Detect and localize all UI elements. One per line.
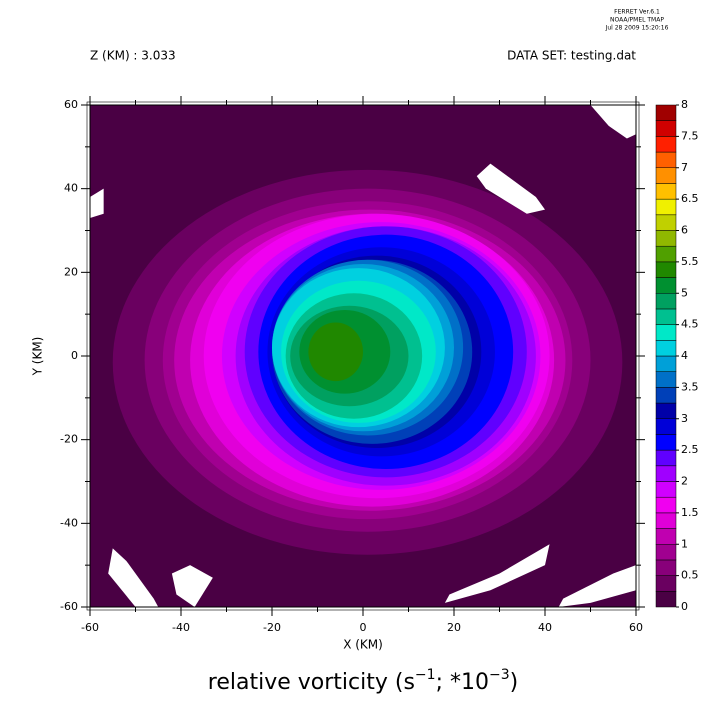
colorbar-band xyxy=(655,402,677,419)
x-tick-label: 20 xyxy=(447,621,461,634)
colorbar-band xyxy=(655,198,677,216)
colorbar-band xyxy=(655,575,677,592)
colorbar-band xyxy=(655,559,677,576)
colorbar-band xyxy=(655,449,677,467)
plot-area xyxy=(90,105,636,607)
x-tick-label: 40 xyxy=(538,621,552,634)
colorbar-label: 6 xyxy=(681,224,688,237)
colorbar-band xyxy=(655,434,677,451)
colorbar-band xyxy=(655,136,677,153)
missing-region xyxy=(90,188,104,218)
colorbar-label: 8 xyxy=(681,98,688,111)
colorbar-band xyxy=(655,293,677,310)
missing-region xyxy=(558,565,636,607)
x-tick-label: -20 xyxy=(263,621,281,634)
title-part: ) xyxy=(510,670,519,695)
colorbar-band xyxy=(655,214,677,231)
colorbar-label: 5 xyxy=(681,286,688,299)
subtitle-left: Z (KM) : 3.033 xyxy=(90,49,176,63)
colorbar-label: 4.5 xyxy=(681,318,699,331)
colorbar-label: 0 xyxy=(681,600,688,613)
colorbar-label: 0.5 xyxy=(681,569,699,582)
colorbar-band xyxy=(655,308,677,325)
colorbar-band xyxy=(655,277,677,294)
header-line: NOAA/PMEL TMAP xyxy=(610,17,664,24)
colorbar-label: 7.5 xyxy=(681,129,699,142)
colorbar-band xyxy=(655,167,677,184)
y-axis-label: Y (KM) xyxy=(31,337,45,377)
colorbar-label: 6.5 xyxy=(681,192,699,205)
colorbar-band xyxy=(655,104,677,121)
title-superscript: −3 xyxy=(489,667,510,683)
colorbar-band xyxy=(655,324,677,341)
colorbar-band xyxy=(655,245,677,263)
colorbar-band xyxy=(655,528,677,545)
x-axis-label: X (KM) xyxy=(343,638,383,652)
title-part: relative vorticity (s xyxy=(208,670,415,695)
colorbar-label: 5.5 xyxy=(681,255,699,268)
y-tick-label: -20 xyxy=(60,433,78,446)
x-tick-label: -40 xyxy=(172,621,190,634)
colorbar-label: 2.5 xyxy=(681,443,699,456)
chart-title: relative vorticity (s−1; *10−3) xyxy=(208,667,518,695)
y-tick-label: 40 xyxy=(64,182,78,195)
title-superscript: −1 xyxy=(415,667,436,683)
colorbar-band xyxy=(655,544,677,561)
header-line: Jul 28 2009 15:20:16 xyxy=(605,25,669,32)
colorbar-label: 3 xyxy=(681,412,688,425)
colorbar-label: 4 xyxy=(681,349,688,362)
colorbar-label: 7 xyxy=(681,161,688,174)
missing-region xyxy=(171,565,213,607)
colorbar-band xyxy=(655,481,677,498)
header-line: FERRET Ver.6.1 xyxy=(614,9,660,16)
colorbar-band xyxy=(655,512,677,529)
colorbar-label: 1.5 xyxy=(681,506,699,519)
colorbar-band xyxy=(655,387,677,404)
y-tick-label: -40 xyxy=(60,516,78,529)
y-tick-label: 20 xyxy=(64,265,78,278)
x-tick-label: 60 xyxy=(629,621,643,634)
colorbar-band xyxy=(655,465,677,482)
colorbar-band xyxy=(655,151,677,168)
colorbar-band xyxy=(655,340,677,357)
colorbar-band xyxy=(655,120,677,137)
x-tick-label: 0 xyxy=(360,621,367,634)
colorbar-band xyxy=(655,496,677,514)
colorbar-label: 1 xyxy=(681,537,688,550)
colorbar-band xyxy=(655,261,677,278)
y-tick-label: 0 xyxy=(71,349,78,362)
colorbar-label: 3.5 xyxy=(681,380,699,393)
missing-region xyxy=(108,548,159,607)
missing-region xyxy=(590,105,636,139)
contour-region xyxy=(308,322,364,382)
x-tick-label: -60 xyxy=(81,621,99,634)
colorbar-band xyxy=(655,355,677,372)
missing-region xyxy=(444,544,550,603)
title-part: ; *10 xyxy=(436,670,489,695)
subtitle-right: DATA SET: testing.dat xyxy=(507,49,636,63)
colorbar-band xyxy=(655,591,677,608)
colorbar-label: 2 xyxy=(681,475,688,488)
colorbar-band xyxy=(655,230,677,247)
colorbar-band xyxy=(655,418,677,435)
y-tick-label: 60 xyxy=(64,98,78,111)
colorbar-band xyxy=(655,183,677,200)
y-tick-label: -60 xyxy=(60,600,78,613)
missing-region xyxy=(476,163,545,214)
colorbar-band xyxy=(655,371,677,388)
